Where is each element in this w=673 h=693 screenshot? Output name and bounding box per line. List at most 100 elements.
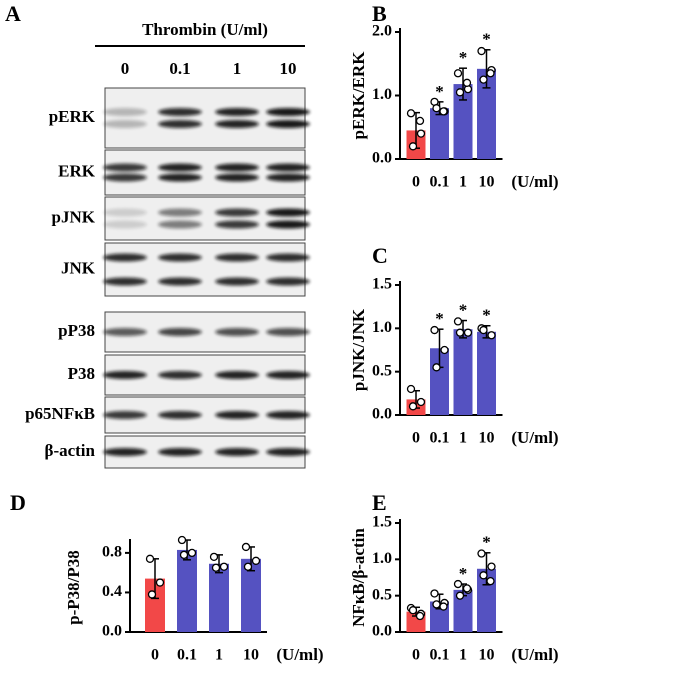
- blot-band: [266, 120, 310, 128]
- bar: [453, 589, 473, 632]
- lane-label: 10: [280, 59, 297, 78]
- x-tick-label: 10: [243, 647, 259, 664]
- data-point: [486, 576, 495, 586]
- y-tick-label: 0.0: [372, 150, 392, 167]
- data-point: [462, 78, 472, 87]
- row-label: ERK: [58, 161, 96, 180]
- blot-band: [266, 328, 310, 336]
- blot-band: [158, 277, 202, 286]
- data-point: [430, 325, 439, 335]
- data-point: [155, 578, 165, 587]
- data-point: [406, 384, 416, 394]
- blot-band: [103, 173, 147, 182]
- row-label: p65NFκB: [25, 404, 95, 423]
- panel-label: A: [5, 1, 21, 26]
- y-axis-label: NFκB/β-actin: [349, 528, 368, 627]
- blot-band: [158, 411, 202, 419]
- data-point: [416, 129, 426, 138]
- significance: *: [482, 306, 491, 325]
- data-point: [477, 549, 486, 558]
- x-tick-label: 0: [412, 647, 420, 664]
- y-tick-label: 0.5: [372, 362, 392, 379]
- blot-band: [266, 371, 310, 379]
- data-point: [408, 142, 418, 151]
- data-point: [177, 535, 187, 545]
- data-point: [432, 104, 441, 113]
- data-point: [179, 550, 189, 560]
- data-point: [479, 325, 488, 335]
- data-point: [432, 363, 441, 372]
- blot-band: [158, 253, 202, 262]
- significance: *: [482, 30, 491, 49]
- x-tick-label: 0.1: [177, 647, 197, 664]
- x-tick-label: 1: [459, 647, 467, 664]
- x-tick-label: 1: [459, 430, 467, 447]
- significance: *: [459, 48, 468, 67]
- panel-label: D: [10, 490, 26, 515]
- data-point: [479, 75, 488, 84]
- data-point: [243, 562, 253, 571]
- x-tick-label: 0.1: [430, 647, 450, 664]
- data-point: [147, 590, 157, 599]
- blot-band: [103, 411, 147, 419]
- row-label: pP38: [58, 321, 95, 340]
- blot-band: [266, 253, 310, 262]
- data-point: [408, 606, 418, 615]
- blot-band: [266, 173, 310, 182]
- bar: [430, 108, 449, 159]
- blot-band: [215, 371, 259, 379]
- y-tick-label: 0.8: [102, 544, 122, 561]
- data-point: [453, 317, 463, 326]
- x-tick-label: 10: [479, 174, 495, 191]
- blot-band: [158, 371, 202, 379]
- blot-band: [266, 208, 310, 217]
- data-point: [416, 397, 426, 407]
- y-tick-label: 1.0: [372, 550, 392, 567]
- blot-band: [103, 328, 147, 336]
- blot-band: [215, 108, 259, 116]
- blot-frame: [104, 87, 306, 149]
- data-point: [440, 345, 449, 355]
- x-tick-label: 0.1: [430, 430, 450, 447]
- data-point: [462, 584, 472, 593]
- x-tick-label: 0: [151, 647, 159, 664]
- blot-band: [158, 108, 202, 116]
- y-tick-label: 1.0: [372, 319, 392, 336]
- data-point: [486, 69, 495, 78]
- data-point: [455, 591, 465, 600]
- blot-band: [103, 163, 147, 172]
- data-point: [408, 402, 418, 411]
- blot-band: [103, 448, 147, 456]
- significance: *: [435, 82, 444, 101]
- blot-band: [215, 120, 259, 128]
- bar: [241, 558, 261, 632]
- blot-band: [158, 328, 202, 336]
- blot-band: [158, 208, 202, 217]
- blot-band: [215, 448, 259, 456]
- blot-band: [215, 220, 259, 229]
- blot-band: [266, 163, 310, 172]
- data-point: [487, 562, 496, 571]
- row-label: JNK: [61, 258, 96, 277]
- data-point: [487, 331, 496, 340]
- data-point: [211, 563, 221, 572]
- data-point: [415, 611, 425, 621]
- y-tick-label: 0.4: [102, 583, 122, 600]
- panel-label: C: [372, 243, 388, 268]
- x-tick-label: 0.1: [430, 174, 450, 191]
- panel-label: B: [372, 1, 387, 26]
- y-tick-label: 1.5: [372, 276, 392, 293]
- significance: *: [459, 564, 468, 583]
- x-axis-label: (U/ml): [511, 172, 558, 191]
- blot-band: [103, 253, 147, 262]
- panel-label: E: [372, 490, 387, 515]
- data-point: [455, 328, 465, 337]
- data-point: [439, 602, 448, 611]
- data-point: [439, 107, 448, 116]
- data-point: [219, 562, 229, 571]
- x-tick-label: 10: [479, 430, 495, 447]
- data-point: [209, 552, 219, 561]
- significance: *: [435, 309, 444, 328]
- blot-band: [103, 120, 147, 128]
